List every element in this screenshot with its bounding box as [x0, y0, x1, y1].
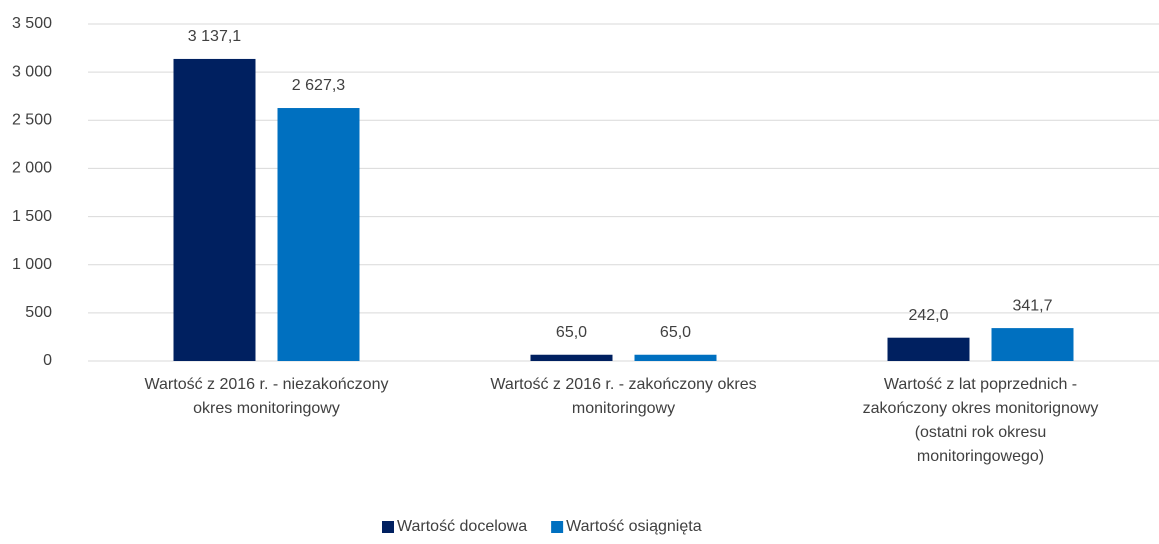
y-tick-label: 1 000 [12, 256, 52, 273]
y-tick-label: 2 000 [12, 160, 52, 177]
y-tick-label: 1 500 [12, 208, 52, 225]
y-tick-label: 2 500 [12, 112, 52, 129]
x-tick-label: Wartość z 2016 r. - niezakończony okres … [144, 376, 389, 417]
y-tick-label: 500 [25, 304, 52, 321]
data-label: 3 137,1 [188, 28, 241, 45]
data-label: 65,0 [556, 324, 587, 341]
bar [530, 354, 613, 361]
legend-swatch [382, 521, 394, 533]
y-tick-label: 3 500 [12, 15, 52, 32]
y-tick-label: 0 [43, 352, 52, 369]
data-label: 341,7 [1012, 297, 1052, 314]
bar [277, 108, 360, 362]
data-label: 65,0 [660, 324, 691, 341]
legend-label: Wartość docelowa [397, 518, 527, 535]
x-tick-label: Wartość z lat poprzednich - zakończony o… [862, 376, 1099, 465]
legend-swatch [551, 521, 564, 533]
bar [991, 328, 1074, 361]
y-tick-label: 3 000 [12, 63, 52, 80]
data-label: 242,0 [908, 307, 948, 324]
bar [173, 58, 256, 362]
legend-label: Wartość osiągnięta [566, 518, 702, 535]
x-tick-label: Wartość z 2016 r. - zakończony okres mon… [490, 376, 757, 417]
data-label: 2 627,3 [292, 77, 345, 94]
bar [887, 337, 970, 361]
bar [634, 354, 717, 361]
